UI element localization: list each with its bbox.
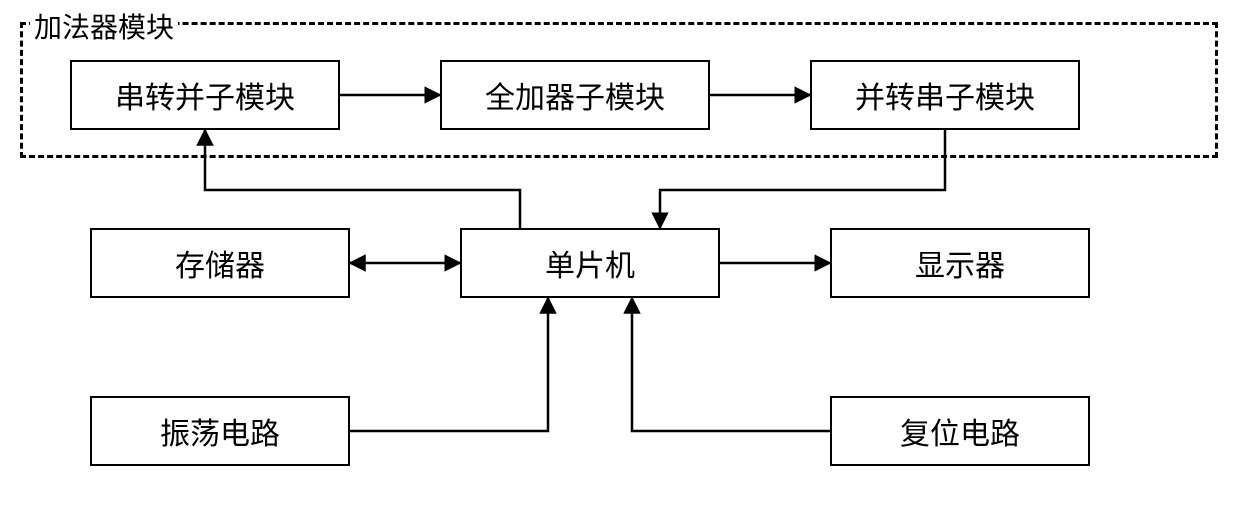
node-label: 串转并子模块 [115,73,295,117]
edge-oscillator-mcu [350,298,548,431]
diagram-root: 加法器模块 串转并子模块 全加器子模块 并转串子模块存储器 单片机 显示器振荡电路 复位电… [0,0,1240,510]
node-label: 显示器 [915,241,1005,285]
node-reset: 复位电路 [830,396,1090,466]
node-label: 全加器子模块 [485,73,665,117]
node-label: 存储器 [175,241,265,285]
node-label: 振荡电路 [160,409,280,453]
node-label: 单片机 [545,241,635,285]
node-oscillator: 振荡电路 [90,396,350,466]
node-memory: 存储器 [90,228,350,298]
node-mcu: 单片机 [460,228,720,298]
node-label: 并转串子模块 [855,73,1035,117]
adder-module-label: 加法器模块 [30,6,178,46]
node-serial_to_parallel: 串转并子模块 [70,60,340,130]
node-display: 显示器 [830,228,1090,298]
node-full_adder: 全加器子模块 [440,60,710,130]
node-parallel_to_serial: 并转串子模块 [810,60,1080,130]
edge-reset-mcu [632,298,830,431]
node-label: 复位电路 [900,409,1020,453]
